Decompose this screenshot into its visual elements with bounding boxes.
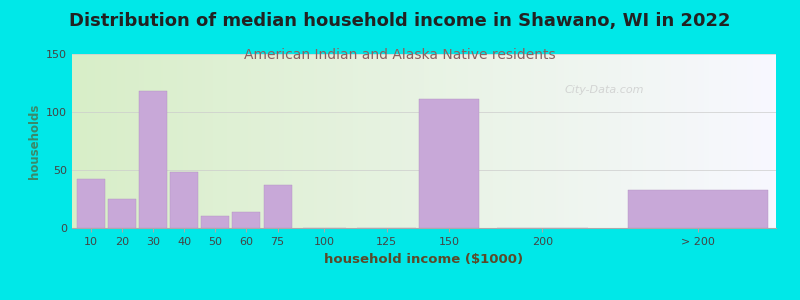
Bar bbox=[233, 212, 261, 228]
Text: Distribution of median household income in Shawano, WI in 2022: Distribution of median household income … bbox=[70, 12, 730, 30]
Bar bbox=[170, 172, 198, 228]
Bar bbox=[77, 179, 105, 228]
Bar bbox=[419, 99, 478, 228]
Text: City-Data.com: City-Data.com bbox=[565, 85, 644, 95]
Bar bbox=[202, 216, 230, 228]
Bar bbox=[263, 185, 292, 228]
Y-axis label: households: households bbox=[27, 103, 41, 179]
Bar bbox=[108, 199, 136, 228]
X-axis label: household income ($1000): household income ($1000) bbox=[325, 253, 523, 266]
Text: American Indian and Alaska Native residents: American Indian and Alaska Native reside… bbox=[244, 48, 556, 62]
Bar bbox=[139, 91, 167, 228]
Bar bbox=[628, 190, 768, 228]
